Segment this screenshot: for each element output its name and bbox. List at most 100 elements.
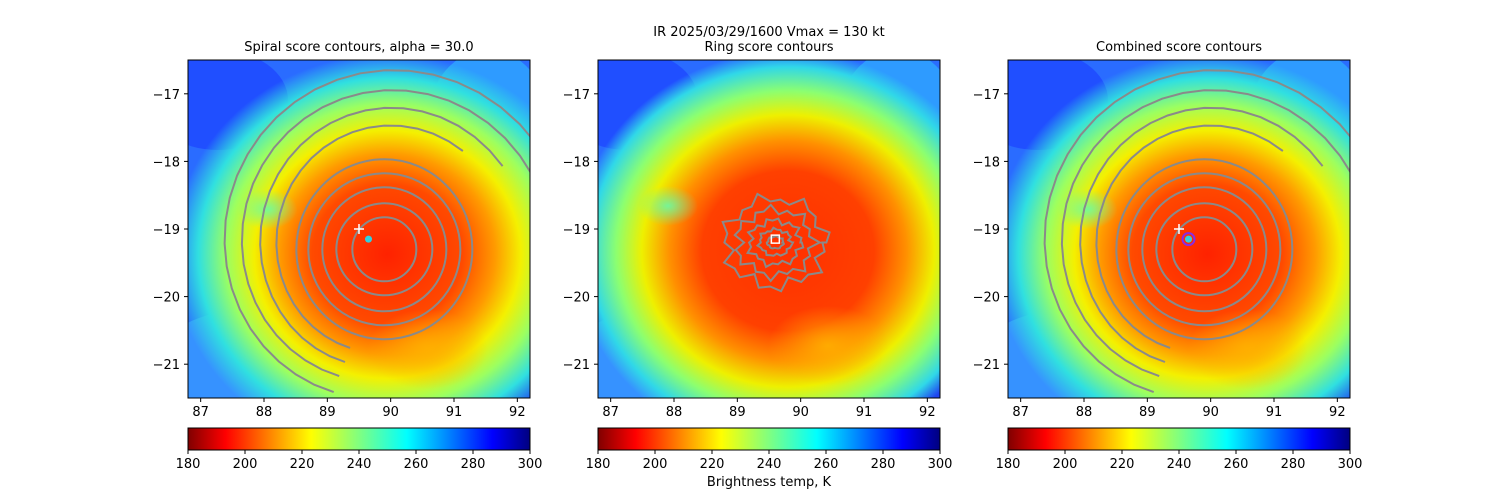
ring-contour (733, 203, 824, 283)
colorbar-tick-label: 180 (996, 457, 1021, 472)
y-tick-label: −19 (153, 223, 180, 238)
x-tick-label: 88 (1076, 405, 1093, 420)
spiral-contour (240, 89, 530, 378)
y-tick-label: −18 (563, 155, 590, 170)
x-tick-label: 91 (856, 405, 873, 420)
ring-contour (755, 226, 795, 257)
x-tick-label: 92 (919, 405, 936, 420)
ring-contour (745, 217, 805, 269)
colorbar-tick-label: 280 (461, 457, 486, 472)
ring-contours (721, 192, 831, 293)
ir-image (188, 60, 530, 398)
colorbar-tick-label: 220 (700, 457, 725, 472)
spiral-contour (351, 216, 418, 283)
spiral-contour (1171, 216, 1238, 283)
y-tick-label: −20 (973, 291, 1000, 306)
first-guess-marker (354, 224, 364, 234)
panel-title: Spiral score contours, alpha = 30.0 (244, 40, 473, 55)
colorbar (187, 427, 531, 451)
spiral-contour (1095, 124, 1284, 349)
colorbar-tick-label: 200 (1053, 457, 1078, 472)
spiral-contour (259, 106, 504, 363)
cold-spot-marker (1185, 235, 1192, 243)
x-tick-label: 87 (192, 405, 209, 420)
colorbar-tick-label: 300 (518, 457, 543, 472)
ir-image (1008, 60, 1350, 398)
spiral-contour (335, 202, 434, 297)
y-tick-label: −20 (563, 291, 590, 306)
ring-contour (765, 234, 786, 250)
colorbar-tick-label: 300 (1338, 457, 1363, 472)
figure-suptitle: IR 2025/03/29/1600 Vmax = 130 kt (653, 25, 884, 40)
x-tick-label: 89 (319, 405, 336, 420)
colorbar-tick-label: 280 (1281, 457, 1306, 472)
y-tick-label: −19 (563, 223, 590, 238)
cold-spot-marker (365, 235, 372, 243)
combined-center-marker (1181, 232, 1196, 247)
x-tick-label: 89 (729, 405, 746, 420)
colorbar (597, 427, 941, 451)
x-tick-label: 89 (1139, 405, 1156, 420)
panel-3: Combined score contours 87 88 89 90 91 92 −17 −1… (973, 40, 1363, 472)
y-tick-label: −21 (973, 358, 1000, 373)
colorbar-tick-label: 260 (814, 457, 839, 472)
y-tick-label: −21 (563, 358, 590, 373)
colorbar-tick-label: 240 (1167, 457, 1192, 472)
colorbar-tick-label: 260 (404, 457, 429, 472)
spiral-contour (1141, 186, 1268, 313)
x-tick-label: 91 (1266, 405, 1283, 420)
y-tick-label: −20 (153, 291, 180, 306)
colorbar-tick-label: 220 (290, 457, 315, 472)
x-tick-label: 88 (666, 405, 683, 420)
y-tick-label: −17 (563, 88, 590, 103)
colorbar-tick-label: 220 (1110, 457, 1135, 472)
colorbar-tick-label: 300 (928, 457, 953, 472)
colorbar-tick-label: 180 (586, 457, 611, 472)
x-tick-label: 87 (1012, 405, 1029, 420)
y-tick-label: −21 (153, 358, 180, 373)
colorbar (1007, 427, 1351, 451)
panel-title: Ring score contours (704, 40, 833, 55)
x-tick-label: 88 (256, 405, 273, 420)
y-tick-label: −18 (153, 155, 180, 170)
x-tick-label: 90 (382, 405, 399, 420)
y-tick-label: −17 (973, 88, 1000, 103)
spiral-contour (321, 186, 448, 313)
colorbar-tick-label: 240 (347, 457, 372, 472)
ring-contour (721, 192, 831, 293)
x-tick-label: 87 (602, 405, 619, 420)
colorbar-tick-label: 260 (1224, 457, 1249, 472)
spiral-contours (1043, 69, 1350, 394)
panel-2: Ring score contours 87 88 89 90 91 92 −17 −18 −19… (563, 40, 953, 472)
x-tick-label: 90 (1202, 405, 1219, 420)
spiral-contour (1043, 69, 1350, 394)
x-tick-label: 91 (446, 405, 463, 420)
colorbar-tick-label: 180 (176, 457, 201, 472)
panel-1: Spiral score contours, alpha = 30.0 87 88 8… (153, 40, 543, 472)
colorbar-tick-label: 280 (871, 457, 896, 472)
colorbar-label: Brightness temp, K (707, 475, 832, 490)
spiral-contour (1060, 89, 1350, 378)
y-tick-label: −19 (973, 223, 1000, 238)
colorbar-tick-label: 240 (757, 457, 782, 472)
spiral-contour (1079, 106, 1324, 363)
y-tick-label: −17 (153, 88, 180, 103)
spiral-contour (275, 124, 464, 349)
x-tick-label: 90 (792, 405, 809, 420)
ring-center-marker (770, 234, 781, 244)
panel-title: Combined score contours (1096, 40, 1262, 55)
spiral-contours (223, 69, 530, 394)
x-tick-label: 92 (509, 405, 526, 420)
first-guess-marker (1174, 224, 1184, 234)
y-tick-label: −18 (973, 155, 1000, 170)
colorbar-tick-label: 200 (643, 457, 668, 472)
spiral-contour (1127, 172, 1282, 327)
spiral-contour (1155, 202, 1254, 297)
x-tick-label: 92 (1329, 405, 1346, 420)
spiral-contour (223, 69, 530, 394)
ir-image (598, 60, 940, 398)
spiral-contour (295, 158, 474, 341)
spiral-contour (307, 172, 462, 327)
colorbar-tick-label: 200 (233, 457, 258, 472)
